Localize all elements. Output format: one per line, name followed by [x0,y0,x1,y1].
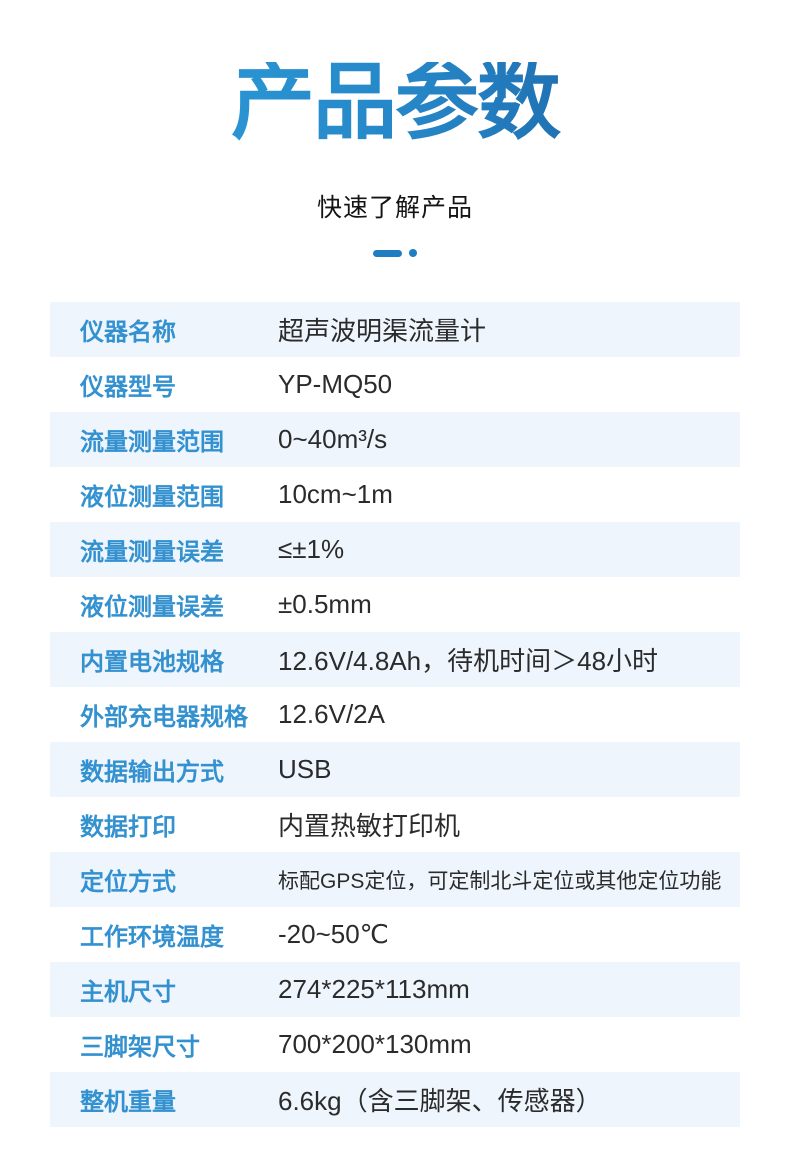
spec-value: 超声波明渠流量计 [278,316,487,346]
table-row: 整机重量 6.6kg（含三脚架、传感器） [50,1072,740,1127]
spec-value: ±0.5mm [278,589,372,619]
spec-value: -20~50℃ [278,919,389,949]
spec-label: 流量测量误差 [80,539,224,566]
table-row: 三脚架尺寸 700*200*130mm [50,1017,740,1072]
spec-label: 数据打印 [80,814,176,841]
table-row: 定位方式 标配GPS定位，可定制北斗定位或其他定位功能 [50,852,740,907]
spec-label: 液位测量误差 [80,594,224,621]
table-row: 仪器名称 超声波明渠流量计 [50,302,740,357]
table-row: 主机尺寸 274*225*113mm [50,962,740,1017]
table-row: 数据打印 内置热敏打印机 [50,797,740,852]
page-title: 产品参数 [0,62,790,146]
spec-value: 0~40m³/s [278,424,388,454]
spec-label: 内置电池规格 [80,649,224,676]
spec-value: 内置热敏打印机 [278,811,461,841]
divider-dot [409,249,417,257]
spec-label: 三脚架尺寸 [80,1034,200,1061]
spec-value: ≤±1% [278,534,345,564]
table-row: 流量测量误差 ≤±1% [50,522,740,577]
spec-value: 12.6V/2A [278,699,385,729]
table-row: 外部充电器规格 12.6V/2A [50,687,740,742]
table-row: 液位测量范围 10cm~1m [50,467,740,522]
spec-label: 数据输出方式 [80,759,224,786]
spec-label: 仪器型号 [80,374,176,401]
spec-label: 整机重量 [80,1089,176,1116]
spec-label: 定位方式 [80,869,176,896]
spec-value: 标配GPS定位，可定制北斗定位或其他定位功能 [278,869,722,893]
spec-value: 700*200*130mm [278,1029,472,1059]
divider-dash [373,249,402,257]
spec-label: 外部充电器规格 [80,704,248,731]
spec-value: 6.6kg（含三脚架、传感器） [278,1086,602,1116]
spec-table: 仪器名称 超声波明渠流量计 仪器型号 YP-MQ50 流量测量范围 0~40m³… [50,302,740,1127]
table-row: 内置电池规格 12.6V/4.8Ah，待机时间＞48小时 [50,632,740,687]
spec-value: USB [278,754,332,784]
spec-value: 10cm~1m [278,479,393,509]
title-divider [0,249,790,257]
spec-value: 274*225*113mm [278,974,470,1004]
spec-label: 流量测量范围 [80,429,224,456]
page-subtitle: 快速了解产品 [316,194,473,222]
table-row: 数据输出方式 USB [50,742,740,797]
spec-value: YP-MQ50 [278,369,393,399]
spec-label: 主机尺寸 [80,979,176,1006]
spec-value: 12.6V/4.8Ah，待机时间＞48小时 [278,646,659,676]
spec-label: 仪器名称 [80,319,176,346]
table-row: 液位测量误差 ±0.5mm [50,577,740,632]
table-row: 仪器型号 YP-MQ50 [50,357,740,412]
table-row: 工作环境温度 -20~50℃ [50,907,740,962]
spec-label: 液位测量范围 [80,484,224,511]
spec-label: 工作环境温度 [80,924,224,951]
table-row: 流量测量范围 0~40m³/s [50,412,740,467]
